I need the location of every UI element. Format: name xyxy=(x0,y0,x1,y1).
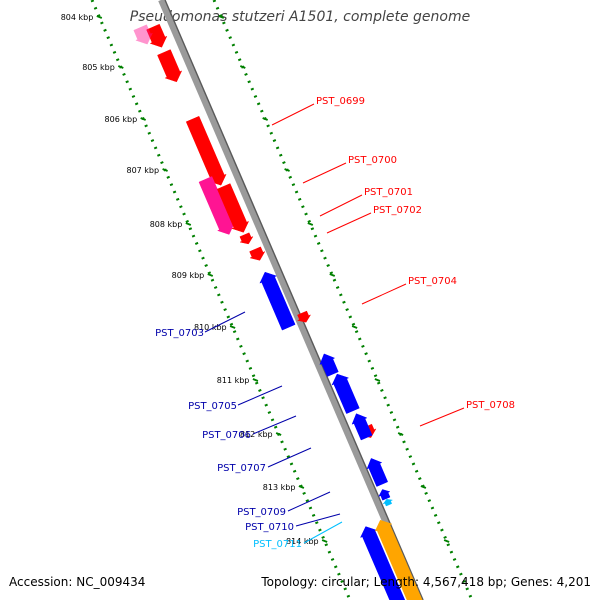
gene-arrow-0703 xyxy=(259,271,296,331)
ruler-tick-left xyxy=(185,222,192,226)
gene-arrow-0701 xyxy=(216,183,250,233)
gene-arrow-0705 xyxy=(319,353,339,377)
gene-label: PST_0710 xyxy=(245,522,294,533)
accession-label: Accession: NC_009434 xyxy=(9,575,146,589)
gene-arrow-0704 xyxy=(296,310,312,323)
gene-arrow-0711 xyxy=(382,499,394,507)
gene-leader-line xyxy=(303,521,343,544)
ruler-left xyxy=(90,0,352,600)
ruler-tick-left xyxy=(229,325,236,329)
gene-label: PST_0706 xyxy=(202,430,251,441)
ruler-tick-label: 809 kbp xyxy=(172,271,205,280)
gene-label: PST_0704 xyxy=(408,276,457,287)
backbone-line xyxy=(158,0,422,600)
ruler-tick-label: 807 kbp xyxy=(126,166,159,175)
gene-label: PST_0705 xyxy=(188,401,237,412)
gene-leader-line xyxy=(319,194,363,217)
gene-arrow-0710 xyxy=(378,489,391,501)
gene-arrow-0699 xyxy=(185,115,227,186)
ruler-tick-right xyxy=(351,325,358,329)
gene-label: PST_0703 xyxy=(155,328,204,339)
ruler-right xyxy=(212,0,474,600)
gene-arrow-0702-a xyxy=(239,232,254,245)
gene-leader-line xyxy=(326,212,372,234)
gene-arrow-top xyxy=(146,23,168,48)
gene-leader-line xyxy=(271,103,315,126)
gene-arrow-bottom-orange xyxy=(374,519,423,600)
ruler-tick-left xyxy=(321,539,328,543)
topology-label: Topology: circular; Length: 4,567,418 bp… xyxy=(261,575,591,589)
ruler-tick-label: 814 kbp xyxy=(286,537,319,546)
backbone-edge xyxy=(164,0,424,600)
gene-leader-line xyxy=(302,162,347,184)
ruler-tick-label: 806 kbp xyxy=(105,115,138,124)
ruler-tick-label: 804 kbp xyxy=(61,13,94,22)
gene-label: PST_0707 xyxy=(217,463,266,474)
gene-arrow-0706 xyxy=(331,373,360,414)
gene-leader-line xyxy=(287,491,331,512)
ruler-tick-right xyxy=(329,273,336,277)
gene-leader-line xyxy=(267,447,312,468)
ruler-tick-label: 808 kbp xyxy=(150,220,183,229)
ruler-tick-left xyxy=(252,378,259,382)
ruler-tick-right xyxy=(307,222,314,226)
ruler-tick-left xyxy=(162,168,168,172)
map-title: Pseudomonas stutzeri A1501, complete gen… xyxy=(129,9,471,25)
gene-leader-line xyxy=(295,513,341,527)
gene-leader-line xyxy=(237,385,283,406)
ruler-tick-right xyxy=(397,432,404,436)
ruler-tick-left xyxy=(96,15,103,19)
gene-arrow-top-pink xyxy=(133,24,153,45)
ruler-tick-right xyxy=(262,117,269,121)
ruler-tick-right xyxy=(420,485,427,489)
ruler-tick-left xyxy=(207,273,214,277)
gene-leader-line xyxy=(419,407,465,427)
ruler-tick-label: 811 kbp xyxy=(217,376,250,385)
ruler-tick-left xyxy=(275,432,282,436)
ruler-tick-left xyxy=(140,117,147,121)
ruler-tick-right xyxy=(443,539,450,543)
gene-label: PST_0699 xyxy=(316,96,365,107)
gene-arrow-0702-b xyxy=(249,246,266,261)
ruler-tick-label: 813 kbp xyxy=(263,483,296,492)
ruler-tick-right xyxy=(218,15,225,19)
ruler-tick-left xyxy=(298,485,305,489)
gene-label: PST_0708 xyxy=(466,400,515,411)
ruler-tick-right xyxy=(374,378,381,382)
ruler-tick-label: 805 kbp xyxy=(82,63,115,72)
ruler-tick-right xyxy=(239,65,246,69)
gene-label: PST_0700 xyxy=(348,155,397,166)
gene-leader-line xyxy=(204,311,246,333)
gene-label: PST_0701 xyxy=(364,187,413,198)
gene-label: PST_0711 xyxy=(253,539,302,550)
gene-label: PST_0702 xyxy=(373,205,422,216)
gene-arrow-0698 xyxy=(157,49,183,83)
ruler-tick-label: 812 kbp xyxy=(240,430,273,439)
gene-label: PST_0709 xyxy=(237,507,286,518)
gene-arrow-0709 xyxy=(366,458,389,487)
gene-arrow-0707 xyxy=(351,413,373,441)
ruler-tick-left xyxy=(117,65,124,69)
gene-leader-line xyxy=(361,283,407,305)
ruler-tick-right xyxy=(284,168,290,172)
gene-leader-line xyxy=(252,415,297,435)
ruler-tick-label: 810 kbp xyxy=(194,323,227,332)
